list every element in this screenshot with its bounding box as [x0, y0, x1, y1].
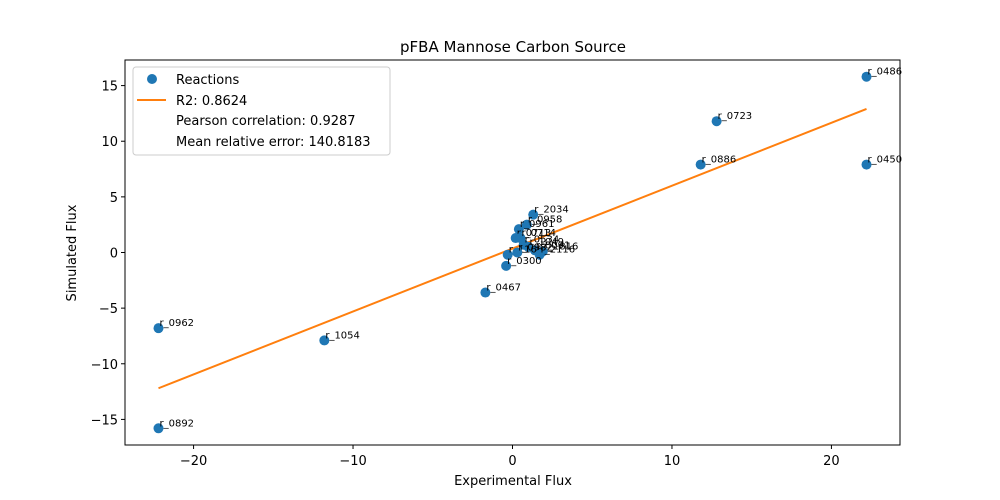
point-label: r_2034 — [534, 205, 569, 216]
y-tick-label: −5 — [99, 302, 118, 317]
point-label: r_0886 — [702, 155, 737, 166]
y-tick-label: 5 — [110, 191, 118, 206]
point-label: r_0486 — [868, 67, 903, 78]
point-label: r_1166 — [509, 245, 544, 256]
x-tick-label: 0 — [508, 454, 516, 469]
point-label: r_2116 — [541, 245, 576, 256]
x-tick-label: −20 — [180, 454, 207, 469]
data-point — [502, 249, 513, 260]
x-tick-label: 20 — [823, 454, 840, 469]
y-axis-label: Simulated Flux — [65, 204, 80, 301]
legend-label-mre: Mean relative error: 140.8183 — [176, 135, 371, 150]
legend-marker-reactions — [147, 74, 157, 84]
y-tick-label: 15 — [101, 80, 118, 95]
point-label: r_0962 — [159, 318, 194, 329]
axes-ticks: −20 −10 0 10 20 −15 −10 −5 0 5 10 15 — [91, 80, 840, 469]
point-label: r_0982 — [518, 243, 553, 254]
point-label: r_0958 — [528, 215, 563, 226]
legend: Reactions R2: 0.8624 Pearson correlation… — [132, 66, 391, 156]
legend-label-pearson: Pearson correlation: 0.9287 — [176, 114, 356, 129]
point-label: r_0723 — [718, 111, 753, 122]
data-point — [153, 323, 164, 334]
chart-title: pFBA Mannose Carbon Source — [400, 38, 626, 56]
data-point — [480, 287, 491, 298]
data-point — [501, 260, 512, 271]
point-label: r_0961 — [520, 219, 555, 230]
x-axis-label: Experimental Flux — [454, 474, 572, 489]
point-label: r_0467 — [486, 283, 521, 294]
data-point — [513, 224, 524, 235]
legend-box — [132, 66, 391, 156]
point-label: r_1049 — [529, 237, 564, 248]
data-point — [534, 249, 545, 260]
point-label: r_0714 — [521, 228, 556, 239]
point-label: r_1054 — [325, 330, 360, 341]
point-label: r_0300 — [507, 256, 542, 267]
data-point — [319, 335, 330, 346]
point-label: r_0091 — [536, 240, 571, 251]
fit-line — [158, 108, 867, 390]
y-tick-label: −15 — [91, 413, 118, 428]
x-tick-label: 10 — [664, 454, 681, 469]
x-tick-label: −10 — [339, 454, 366, 469]
data-point — [861, 159, 872, 170]
data-point — [512, 247, 523, 258]
data-point — [861, 71, 872, 82]
data-point — [711, 116, 722, 127]
point-label: r_1816 — [544, 241, 579, 252]
data-point — [153, 423, 164, 434]
legend-label-reactions: Reactions — [176, 73, 239, 88]
legend-label-r2: R2: 0.8624 — [176, 94, 247, 109]
point-label: r_0713 — [517, 228, 552, 239]
data-point — [528, 209, 539, 220]
data-point — [521, 219, 532, 230]
y-tick-label: 10 — [101, 135, 118, 150]
data-point — [695, 159, 706, 170]
point-label: r_0450 — [868, 155, 903, 166]
point-label: r_0534 — [525, 235, 560, 246]
point-label: r_0892 — [159, 418, 194, 429]
y-tick-label: −10 — [91, 358, 118, 373]
y-tick-label: 0 — [110, 247, 118, 262]
